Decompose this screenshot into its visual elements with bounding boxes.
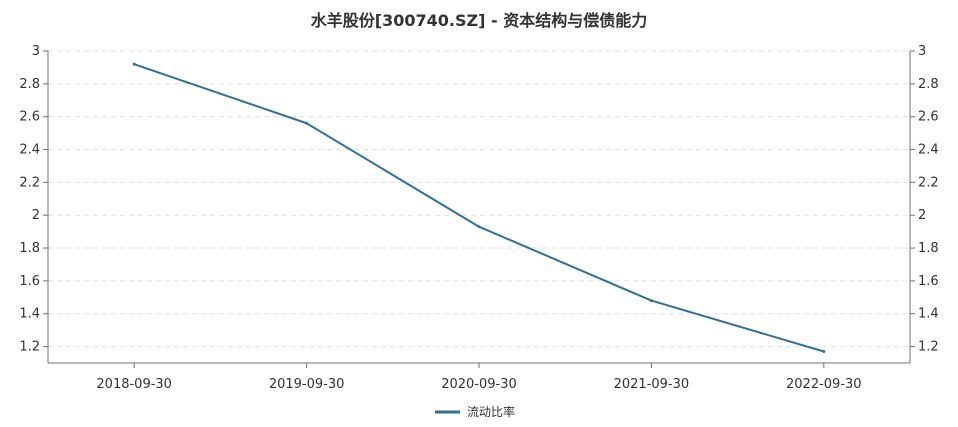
y-tick-label-right: 2.8 — [918, 77, 939, 92]
series-line[interactable] — [133, 63, 825, 353]
y-tick-label-right: 2 — [918, 208, 926, 223]
legend-label[interactable]: 流动比率 — [467, 404, 515, 419]
y-tick-label-left: 2.4 — [19, 143, 40, 158]
y-tick-label-left: 2.2 — [19, 175, 40, 190]
y-tick-label-left: 3 — [32, 44, 40, 59]
y-tick-label-left: 1.4 — [19, 307, 40, 322]
y-tick-label-left: 2.6 — [19, 110, 40, 125]
y-tick-label-right: 2.4 — [918, 143, 939, 158]
y-tick-label-left: 1.2 — [19, 340, 40, 355]
y-tick-label-right: 1.4 — [918, 307, 939, 322]
series-layer — [132, 62, 826, 354]
x-tick-label: 2019-09-30 — [269, 377, 345, 392]
y-tick-label-right: 2.6 — [918, 110, 939, 125]
y-tick-label-left: 2 — [32, 208, 40, 223]
data-point[interactable] — [477, 225, 481, 229]
x-tick-label: 2018-09-30 — [96, 377, 172, 392]
x-tick-label: 2021-09-30 — [614, 377, 690, 392]
x-tick-label: 2022-09-30 — [786, 377, 862, 392]
grid-layer — [48, 50, 910, 348]
y-tick-label-right: 1.8 — [918, 241, 939, 256]
data-point[interactable] — [132, 62, 136, 66]
y-tick-label-right: 3 — [918, 44, 926, 59]
axis-layer: 1.2 1.2 1.4 1.4 1.6 1.6 1.8 1.8 2 2 2.2 2.2 2.4 2.4 2.… — [19, 44, 938, 392]
y-tick-label-right: 1.2 — [918, 340, 939, 355]
y-tick-label-right: 1.6 — [918, 274, 939, 289]
y-tick-label-right: 2.2 — [918, 175, 939, 190]
data-point[interactable] — [305, 121, 309, 125]
legend[interactable]: 流动比率 — [435, 404, 515, 419]
y-tick-label-left: 1.6 — [19, 274, 40, 289]
data-point[interactable] — [649, 299, 653, 303]
chart-title: 水羊股份[300740.SZ] - 资本结构与偿债能力 — [311, 11, 647, 30]
x-tick-label: 2020-09-30 — [441, 377, 517, 392]
y-tick-label-left: 2.8 — [19, 77, 40, 92]
data-point[interactable] — [822, 350, 826, 354]
y-tick-label-left: 1.8 — [19, 241, 40, 256]
